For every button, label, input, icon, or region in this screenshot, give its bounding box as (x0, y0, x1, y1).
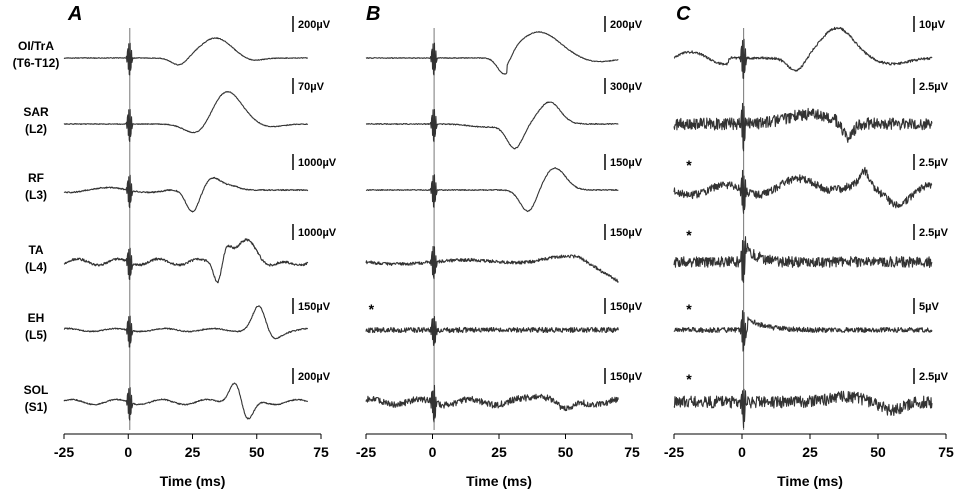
scale-bar (292, 298, 294, 314)
x-tick-label: 50 (249, 444, 265, 460)
scale-bar (604, 154, 606, 170)
row-labels: OI/TrA (T6-T12) SAR (L2) RF (L3) TA (L4) EH (L5) S… (13, 39, 60, 414)
panel-a: A 200µV 70µV 1000µV 1000µV 150µV 200µV -25 0 25 50… (54, 3, 337, 489)
x-tick-label: 50 (558, 444, 574, 460)
scale-bar-label: 200µV (610, 19, 643, 31)
emg-trace-sar (63, 91, 309, 143)
scale-bar-label: 2.5µV (919, 371, 949, 383)
scale-bar (292, 154, 294, 170)
scale-bar-label: 150µV (610, 301, 643, 313)
emg-trace-eh (673, 310, 933, 352)
scale-bar-label: 1000µV (298, 157, 337, 169)
emg-trace-rf (673, 166, 933, 214)
x-tick-label: 75 (313, 444, 329, 460)
row-label-segment: (L4) (25, 260, 47, 274)
scale-bar-label: 5µV (919, 301, 939, 313)
x-tick-label: 25 (185, 444, 201, 460)
row-label-segment: (L2) (25, 122, 47, 136)
scale-bar (913, 154, 915, 170)
scale-bar (913, 298, 915, 314)
row-label-muscle: RF (28, 171, 44, 185)
emg-trace-sar (673, 102, 933, 152)
panel-c: C 10µV 2.5µV 2.5µV * 2.5µV * 5µV * 2.5µV * -25 0 25 50… (664, 3, 954, 489)
row-label-muscle: EH (28, 311, 45, 325)
x-tick-label: 75 (938, 444, 954, 460)
emg-trace-ta (673, 236, 933, 283)
x-tick-label: 25 (491, 444, 507, 460)
panel-letter: A (67, 3, 82, 25)
scale-bar-label: 10µV (919, 19, 946, 31)
asterisk-marker: * (369, 301, 375, 317)
x-tick-label: -25 (356, 444, 376, 460)
panel-letter: B (366, 3, 380, 25)
emg-trace-rf (365, 167, 619, 213)
row-label-segment: (S1) (25, 400, 48, 414)
scale-bar (913, 78, 915, 94)
emg-trace-ta (63, 238, 309, 284)
scale-bar-label: 300µV (610, 81, 643, 93)
x-tick-label: 25 (802, 444, 818, 460)
x-tick-label: 0 (429, 444, 437, 460)
scale-bar (604, 224, 606, 240)
x-tick-label: 75 (624, 444, 640, 460)
x-tick-label: -25 (664, 444, 684, 460)
scale-bar-label: 150µV (610, 227, 643, 239)
row-label-muscle: TA (28, 243, 43, 257)
emg-trace-oitra (365, 31, 619, 76)
emg-trace-sar (365, 101, 619, 150)
row-label-muscle: OI/TrA (18, 39, 54, 53)
scale-bar (292, 224, 294, 240)
x-axis-label: Time (ms) (777, 473, 843, 489)
scale-bar-label: 2.5µV (919, 81, 949, 93)
asterisk-marker: * (686, 227, 692, 243)
emg-trace-eh (365, 316, 619, 346)
scale-bar (913, 16, 915, 32)
asterisk-marker: * (686, 301, 692, 317)
emg-trace-rf (63, 174, 309, 213)
row-label-segment: (L3) (25, 188, 47, 202)
scale-bar-label: 150µV (298, 301, 331, 313)
row-label-muscle: SOL (24, 383, 49, 397)
emg-trace-oitra (63, 37, 309, 76)
row-label-segment: (L5) (25, 328, 47, 342)
panel-b: B 200µV 300µV 150µV 150µV 150µV * 150µV -25 0 25 50… (356, 3, 643, 489)
emg-trace-eh (63, 305, 309, 348)
scale-bar-label: 150µV (610, 371, 643, 383)
row-label-segment: (T6-T12) (13, 56, 60, 70)
scale-bar-label: 200µV (298, 19, 331, 31)
scale-bar (913, 368, 915, 384)
scale-bar-label: 2.5µV (919, 227, 949, 239)
x-tick-label: -25 (54, 444, 74, 460)
asterisk-marker: * (686, 157, 692, 173)
x-tick-label: 0 (738, 444, 746, 460)
scale-bar (604, 298, 606, 314)
scale-bar-label: 150µV (610, 157, 643, 169)
emg-trace-oitra (673, 26, 933, 79)
emg-trace-sol (673, 388, 933, 429)
scale-bar (604, 368, 606, 384)
asterisk-marker: * (686, 371, 692, 387)
emg-trace-ta (365, 245, 619, 283)
x-tick-label: 50 (870, 444, 886, 460)
scale-bar-label: 2.5µV (919, 157, 949, 169)
emg-trace-sol (365, 384, 619, 423)
scale-bar (292, 368, 294, 384)
scale-bar (292, 78, 294, 94)
x-axis-label: Time (ms) (466, 473, 532, 489)
scale-bar (292, 16, 294, 32)
scale-bar (913, 224, 915, 240)
scale-bar-label: 200µV (298, 371, 331, 383)
scale-bar-label: 1000µV (298, 227, 337, 239)
scale-bar (604, 16, 606, 32)
scale-bar (604, 78, 606, 94)
row-label-muscle: SAR (23, 105, 49, 119)
scale-bar-label: 70µV (298, 81, 325, 93)
x-tick-label: 0 (124, 444, 132, 460)
emg-trace-sol (63, 382, 309, 421)
x-axis-label: Time (ms) (160, 473, 226, 489)
panel-letter: C (676, 3, 691, 25)
